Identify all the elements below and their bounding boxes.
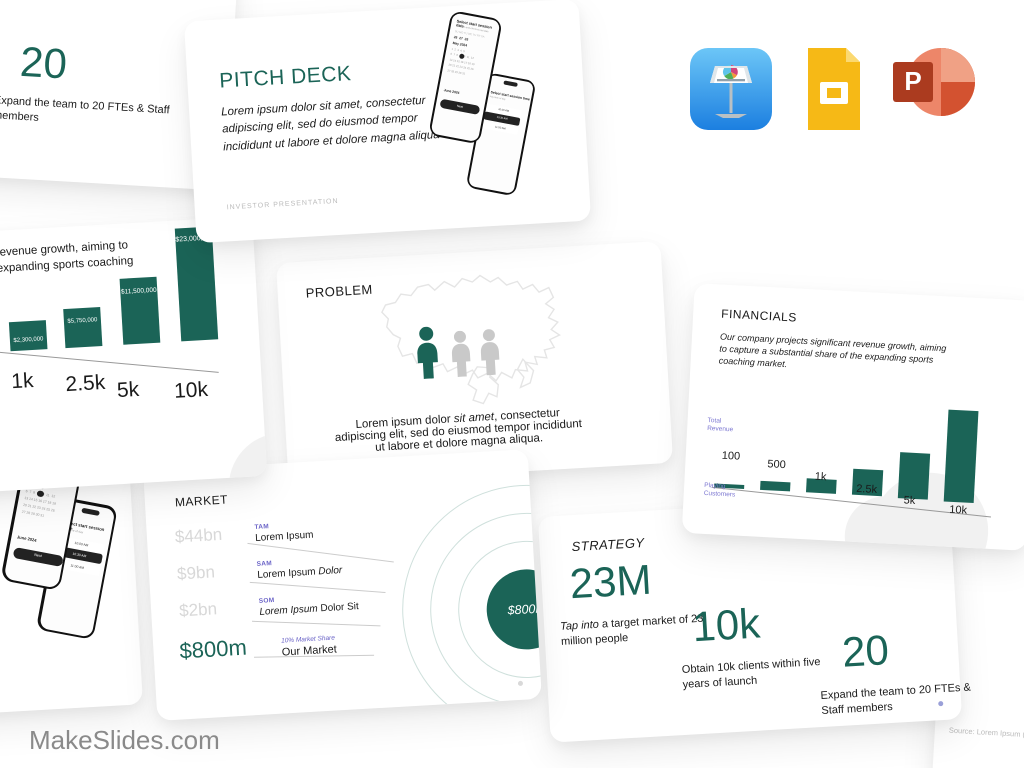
svg-text:P: P (904, 66, 921, 96)
svg-text:$11,500,000: $11,500,000 (903, 446, 927, 452)
svg-text:$1,300,000: $1,300,000 (766, 475, 787, 481)
svg-text:$23,000,000: $23,000,000 (951, 404, 977, 410)
svg-text:$5,750,000: $5,750,000 (858, 463, 880, 469)
